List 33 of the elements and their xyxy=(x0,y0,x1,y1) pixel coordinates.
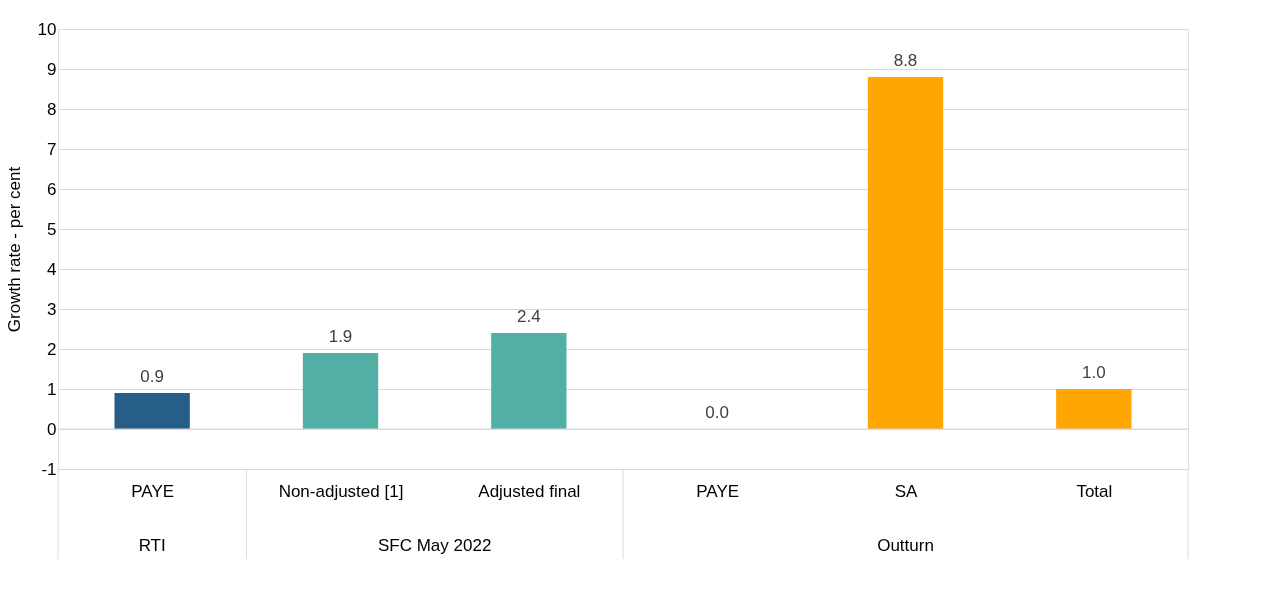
data-label: 1.0 xyxy=(1082,363,1106,382)
data-label: 0.0 xyxy=(705,403,729,422)
text: RTI xyxy=(138,536,166,555)
y-tick-label: 4 xyxy=(47,259,57,279)
x-tick-label: PAYE xyxy=(696,481,740,501)
y-tick-label: 5 xyxy=(47,219,57,239)
x-tick-label: Adjusted final xyxy=(478,481,581,501)
y-tick-label: 10 xyxy=(37,19,57,39)
y-tick-label: 0 xyxy=(47,419,57,439)
y-tick-label: 3 xyxy=(47,299,57,319)
y-tick-label: 8 xyxy=(47,99,57,119)
data-label: 2.4 xyxy=(517,307,541,326)
x-tick-label: Non-adjusted [1] xyxy=(278,481,404,501)
y-axis-title: Growth rate - per cent xyxy=(4,166,24,333)
bar xyxy=(302,353,379,429)
y-tick-label: 1 xyxy=(47,379,57,399)
text: SFC May 2022 xyxy=(377,536,492,555)
y-tick-label: 2 xyxy=(47,339,57,359)
x-tick-label: PAYE xyxy=(131,481,175,501)
text: Outturn xyxy=(877,536,934,555)
data-label: 0.9 xyxy=(140,367,164,386)
x-tick-label: Total xyxy=(1076,481,1113,501)
bar xyxy=(1056,389,1132,429)
bar xyxy=(114,393,190,429)
data-label: 1.9 xyxy=(328,327,353,346)
y-tick-label: 7 xyxy=(47,139,57,159)
y-tick-label: 9 xyxy=(47,59,57,79)
bar xyxy=(867,77,944,429)
y-tick-label: -1 xyxy=(41,459,57,479)
bar xyxy=(491,333,567,429)
y-tick-label: 6 xyxy=(47,179,57,199)
data-label: 8.8 xyxy=(893,51,918,70)
x-tick-label: SA xyxy=(894,481,918,501)
